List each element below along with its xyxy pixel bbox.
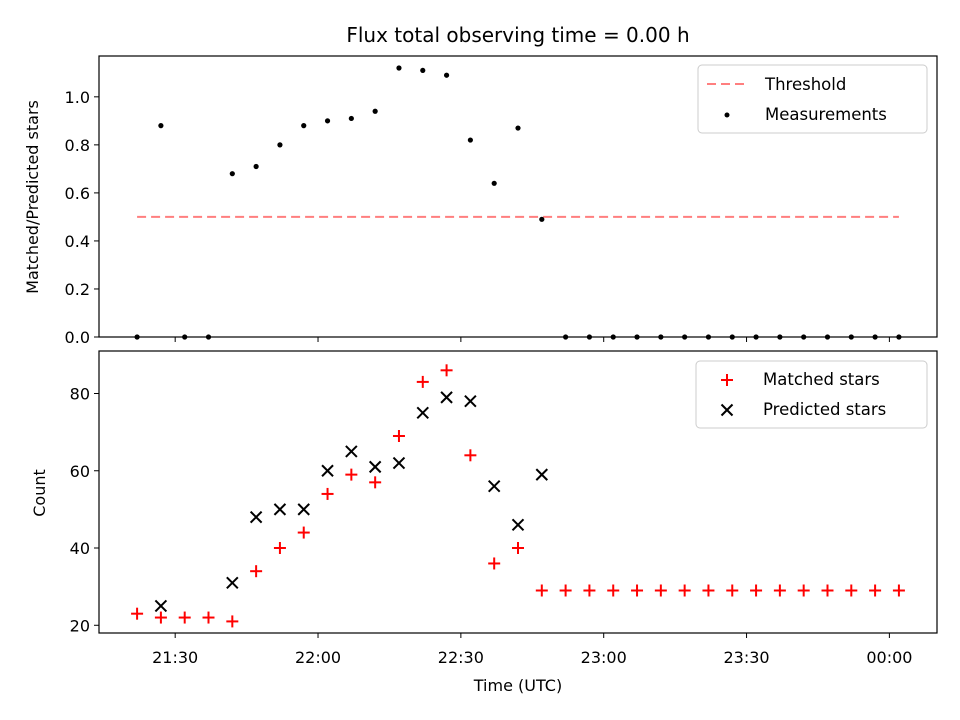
matched-star-point bbox=[154, 611, 167, 624]
legend-matched-swatch bbox=[721, 374, 733, 386]
matched-star-point bbox=[464, 449, 477, 462]
legend-threshold-label: Threshold bbox=[764, 75, 846, 94]
predicted-star-point bbox=[392, 456, 406, 470]
top-plot-frame bbox=[98, 55, 938, 338]
matched-star-point bbox=[821, 584, 834, 597]
measurement-point bbox=[515, 125, 521, 131]
predicted-star-point bbox=[440, 391, 453, 404]
measurement-point bbox=[491, 180, 497, 186]
matched-star-point bbox=[535, 584, 548, 597]
predicted-star-point bbox=[321, 464, 334, 477]
matched-star-point bbox=[321, 487, 334, 500]
top-y-axis-label: Matched/Predicted stars bbox=[23, 100, 42, 294]
top-legend: Threshold Measurements bbox=[697, 64, 928, 134]
matched-star-point bbox=[488, 557, 501, 570]
measurement-point bbox=[324, 118, 331, 124]
matched-star-point bbox=[892, 584, 905, 597]
matched-star-point bbox=[726, 584, 739, 597]
top-y-tick-label: 0.4 bbox=[65, 232, 90, 251]
bottom-x-tick-label: 23:00 bbox=[581, 648, 627, 667]
legend-predicted-label: Predicted stars bbox=[763, 400, 886, 419]
bottom-plot-frame bbox=[98, 350, 938, 634]
matched-star-point bbox=[797, 584, 810, 597]
bottom-x-tick-label: 00:00 bbox=[866, 648, 912, 667]
measurement-point bbox=[420, 67, 426, 74]
matched-star-point bbox=[512, 542, 524, 555]
measurement-point bbox=[396, 65, 402, 71]
measurement-point bbox=[348, 115, 354, 122]
bottom-y-tick-label: 20 bbox=[70, 616, 90, 635]
bottom-y-axis-label: Count bbox=[30, 469, 49, 517]
predicted-star-point bbox=[464, 395, 477, 408]
matched-star-point bbox=[131, 607, 144, 620]
measurement-point bbox=[277, 142, 283, 148]
matched-star-point bbox=[273, 542, 286, 555]
matched-star-point bbox=[750, 584, 763, 597]
predicted-star-point bbox=[511, 518, 525, 532]
bottom-y-tick-label: 60 bbox=[70, 462, 90, 481]
bottom-y-tick-label: 40 bbox=[70, 539, 90, 558]
matched-star-point bbox=[845, 584, 858, 597]
matched-star-point bbox=[607, 584, 620, 597]
predicted-star-point bbox=[416, 406, 429, 420]
matched-star-point bbox=[702, 584, 715, 597]
measurement-point bbox=[229, 171, 235, 177]
bottom-x-tick-label: 23:30 bbox=[723, 648, 769, 667]
top-y-tick-label: 0.8 bbox=[65, 136, 90, 155]
bottom-legend: Matched stars Predicted stars bbox=[695, 360, 928, 429]
matched-star-point bbox=[345, 468, 358, 481]
matched-star-point bbox=[202, 611, 215, 624]
predicted-star-point bbox=[297, 503, 310, 516]
matched-star-point bbox=[654, 584, 667, 597]
matched-star-point bbox=[559, 584, 572, 597]
matched-star-point bbox=[773, 584, 786, 597]
top-legend-frame bbox=[697, 64, 928, 134]
predicted-star-point bbox=[487, 479, 501, 493]
matched-star-point bbox=[440, 364, 453, 377]
matched-star-point bbox=[869, 584, 882, 597]
top-chart-title: Flux total observing time = 0.00 h bbox=[346, 23, 689, 47]
matched-star-point bbox=[416, 375, 429, 388]
predicted-star-point bbox=[368, 460, 382, 474]
matched-star-point bbox=[678, 584, 691, 597]
measurement-point bbox=[372, 108, 378, 114]
matched-star-point bbox=[226, 615, 239, 628]
matched-star-point bbox=[250, 565, 263, 578]
bottom-legend-frame bbox=[695, 360, 928, 429]
predicted-star-point bbox=[154, 599, 168, 613]
legend-measurements-label: Measurements bbox=[765, 105, 887, 124]
bottom-x-tick-label: 22:30 bbox=[438, 648, 484, 667]
legend-matched-label: Matched stars bbox=[763, 370, 880, 389]
predicted-star-point bbox=[345, 445, 358, 458]
bottom-x-tick-label: 21:30 bbox=[152, 648, 198, 667]
x-axis-label: Time (UTC) bbox=[473, 676, 562, 695]
matched-star-point bbox=[631, 584, 644, 597]
predicted-star-point bbox=[249, 510, 263, 524]
top-y-tick-label: 0.2 bbox=[65, 280, 90, 299]
top-plot-area bbox=[134, 65, 902, 340]
predicted-star-point bbox=[273, 503, 287, 516]
top-y-tick-label: 0.0 bbox=[65, 328, 90, 347]
top-y-tick-label: 1.0 bbox=[65, 88, 90, 107]
legend-measurements-swatch bbox=[724, 112, 730, 118]
bottom-plot-area bbox=[131, 364, 905, 628]
bottom-y-tick-label: 80 bbox=[70, 384, 90, 403]
measurement-point bbox=[301, 123, 307, 129]
legend-predicted-swatch bbox=[720, 403, 734, 417]
matched-star-point bbox=[583, 584, 596, 597]
predicted-star-point bbox=[226, 576, 239, 589]
matched-star-point bbox=[297, 526, 310, 539]
bottom-x-tick-label: 22:00 bbox=[295, 648, 341, 667]
measurement-point bbox=[467, 137, 473, 143]
predicted-star-point bbox=[535, 468, 549, 481]
measurement-point bbox=[158, 123, 164, 129]
measurement-point bbox=[443, 72, 450, 78]
measurement-point bbox=[539, 216, 545, 222]
matched-star-point bbox=[178, 611, 191, 624]
measurement-point bbox=[253, 163, 259, 170]
matched-star-point bbox=[392, 429, 405, 442]
top-y-tick-label: 0.6 bbox=[65, 184, 90, 203]
matched-star-point bbox=[369, 476, 382, 489]
